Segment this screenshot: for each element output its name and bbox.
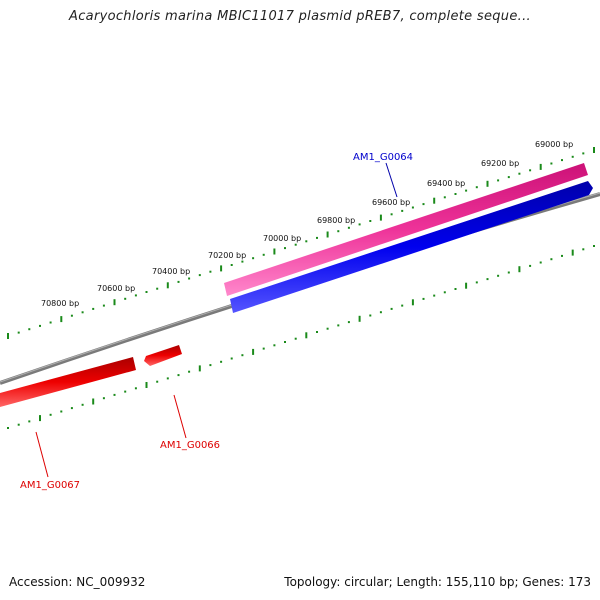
inner-tick-ring — [7, 245, 595, 429]
gene-am1-g0067-label[interactable]: AM1_G0067 — [20, 480, 80, 491]
outer-tick-ring — [7, 147, 595, 339]
tick-label-69200: 69200 bp — [481, 159, 519, 168]
tick-label-69000: 69000 bp — [535, 140, 573, 149]
tick-label-69600: 69600 bp — [372, 198, 410, 207]
tick-label-70000: 70000 bp — [263, 234, 301, 243]
tick-label-70200: 70200 bp — [208, 251, 246, 260]
map-title: Acaryochloris marina MBIC11017 plasmid p… — [69, 9, 531, 24]
gene-am1-g0064-label[interactable]: AM1_G0064 — [353, 152, 413, 163]
gene-am1-g0064-arrow[interactable] — [230, 181, 593, 313]
tick-label-69800: 69800 bp — [317, 216, 355, 225]
gene-am1-g0067-arrow[interactable] — [0, 357, 136, 407]
tick-label-70800: 70800 bp — [41, 299, 79, 308]
topology-text: Topology: circular; Length: 155,110 bp; … — [284, 575, 591, 589]
tick-label-69400: 69400 bp — [427, 179, 465, 188]
gene-am1-g0066-connector — [173, 394, 187, 439]
gene-am1-g0067-connector — [35, 431, 49, 478]
gene-am1-g0066-label[interactable]: AM1_G0066 — [160, 440, 220, 451]
gene-am1-g0066-arrow[interactable] — [144, 345, 182, 366]
feature-magenta-bar — [224, 163, 588, 296]
gene-am1-g0064-connector — [385, 162, 398, 198]
tick-label-70600: 70600 bp — [97, 284, 135, 293]
tick-label-70400: 70400 bp — [152, 267, 190, 276]
accession-text: Accession: NC_009932 — [9, 575, 146, 589]
